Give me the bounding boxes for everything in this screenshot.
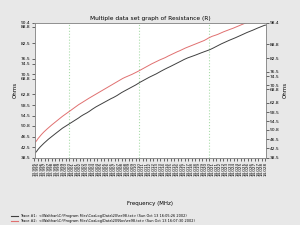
Legend: Trace #1:  <\Walthan\C:\Program Files\CoaLog\Data\20\ee98.txt> (Sun Oct 13 16:05: Trace #1: <\Walthan\C:\Program Files\Coa… bbox=[11, 214, 195, 223]
X-axis label: Frequency (MHz): Frequency (MHz) bbox=[127, 201, 173, 206]
Y-axis label: Ohms: Ohms bbox=[13, 82, 18, 98]
Y-axis label: Ohms: Ohms bbox=[282, 82, 287, 98]
Title: Multiple data set graph of Resistance (R): Multiple data set graph of Resistance (R… bbox=[90, 16, 210, 21]
